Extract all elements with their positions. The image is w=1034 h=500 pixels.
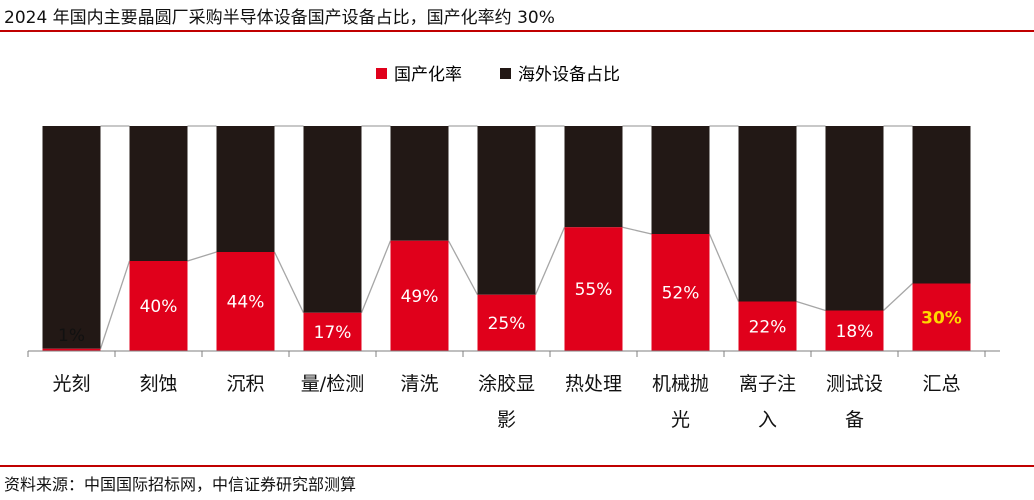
bar-domestic-3 [303,312,362,351]
value-label-10: 30% [921,308,962,328]
connector-line-7 [708,233,740,302]
legend-label-foreign: 海外设备占比 [518,65,620,85]
legend-swatch-domestic [376,68,387,79]
bar-domestic-7 [651,234,710,351]
bar-foreign-10 [912,126,971,284]
bar-foreign-5 [477,126,536,295]
value-label-8: 22% [749,317,787,337]
connector-line-8 [796,300,826,312]
value-label-9: 18% [836,322,874,342]
value-label-0: 1% [58,326,85,346]
bar-foreign-9 [825,126,884,311]
bar-domestic-5 [477,294,536,351]
bar-domestic-0 [42,348,101,351]
legend-swatch-foreign [500,68,511,79]
value-label-3: 17% [314,323,352,343]
connector-line-1 [187,251,217,262]
bar-foreign-2 [216,126,275,252]
bar-foreign-6 [564,126,623,228]
value-label-6: 55% [575,280,613,300]
bar-foreign-8 [738,126,797,302]
category-label-8-line1: 入 [758,409,777,431]
legend-label-domestic: 国产化率 [394,65,462,85]
connector-line-0 [99,260,131,349]
bar-foreign-1 [129,126,188,261]
bar-domestic-9 [825,310,884,351]
value-label-2: 44% [227,293,265,313]
bar-domestic-10 [912,283,971,351]
bar-domestic-4 [390,240,449,351]
x-axis-ticks [27,351,986,357]
connector-line-2 [273,251,305,314]
category-label-5-line1: 影 [497,409,516,431]
bars [42,126,971,351]
connector-line-3 [360,240,392,313]
category-label-3: 量/检测 [301,373,364,395]
connector-line-4 [447,240,479,296]
category-label-4: 清洗 [400,373,438,395]
bar-domestic-2 [216,252,275,351]
stacked-bar-chart: 国产化率 海外设备占比 1% 40% 44% 17% 49% 25% 55% 52% 22% 18… [27,65,1000,431]
category-label-1: 刻蚀 [139,373,177,395]
connector-lines [99,125,913,349]
category-label-8-line0: 离子注 [739,373,796,395]
value-labels: 1% 40% 44% 17% 49% 25% 55% 52% 22% 18% 30% [58,280,962,346]
title-rule [0,30,1034,32]
category-label-0: 光刻 [52,373,90,395]
bar-domestic-8 [738,301,797,351]
chart-title: 2024 年国内主要晶圆厂采购半导体设备国产设备占比，国产化率约 30% [4,8,555,28]
bar-foreign-3 [303,126,362,313]
connector-line-6 [622,226,652,235]
category-label-2: 沉积 [226,373,264,395]
bar-foreign-7 [651,126,710,234]
source-rule [0,465,1034,467]
category-label-5-line0: 涂胶显 [478,373,535,395]
bar-domestic-1 [129,261,188,351]
bar-domestic-6 [564,227,623,351]
legend: 国产化率 海外设备占比 [376,65,620,85]
bar-foreign-0 [42,126,101,349]
bar-foreign-4 [390,126,449,241]
source-note: 资料来源：中国国际招标网，中信证券研究部测算 [4,475,357,494]
value-label-7: 52% [662,284,700,304]
value-label-4: 49% [401,287,439,307]
category-label-9-line1: 备 [845,409,864,431]
connector-line-9 [883,283,913,311]
connector-line-5 [534,226,566,296]
value-label-1: 40% [140,297,178,317]
category-label-6: 热处理 [565,373,622,395]
category-label-7-line1: 光 [671,409,690,431]
category-label-10: 汇总 [922,373,960,395]
category-label-9-line0: 测试设 [826,373,883,395]
value-label-5: 25% [488,314,526,334]
category-label-7-line0: 机械抛 [652,373,709,395]
